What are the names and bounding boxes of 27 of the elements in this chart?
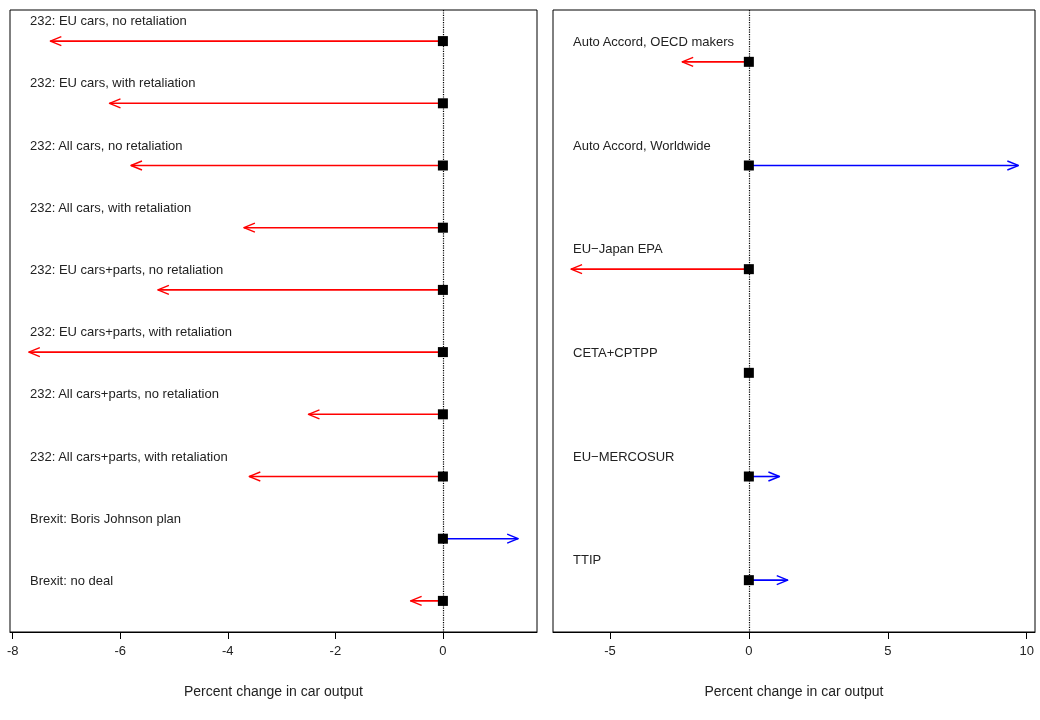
x-tick-label: -5 [604, 643, 616, 658]
y-tick-label: 232: All cars+parts, no retaliation [30, 386, 219, 402]
y-tick-label: 232: EU cars, with retaliation [30, 75, 196, 91]
y-tick-label: 232: EU cars, no retaliation [30, 13, 187, 29]
x-tick-label: -8 [6, 643, 19, 658]
x-axis-title: Percent change in car output [183, 683, 364, 699]
y-tick-label: Brexit: Boris Johnson plan [30, 510, 182, 526]
x-tick-label: 10 [1019, 643, 1034, 658]
y-tick-label: 232: EU cars+parts, no retaliation [30, 261, 224, 277]
y-tick-label: 232: All cars, with retaliation [30, 199, 192, 215]
x-tick-label: 5 [884, 643, 892, 658]
y-tick-label: 232: All cars, no retaliation [30, 137, 183, 153]
y-tick-label: CETA+CPTPP [573, 344, 658, 360]
x-tick-label: 0 [745, 643, 753, 658]
x-axis-title: Percent change in car output [704, 683, 884, 699]
y-tick-label: TTIP [573, 552, 602, 568]
x-tick-label: -4 [222, 643, 234, 658]
x-tick-label: -2 [329, 643, 342, 658]
y-tick-label: Brexit: no deal [30, 572, 114, 588]
y-tick-label: EU−MERCOSUR [573, 448, 675, 464]
y-tick-label: Auto Accord, OECD makers [573, 33, 735, 49]
x-tick-label: -6 [114, 643, 127, 658]
y-tick-label: Auto Accord, Worldwide [573, 137, 711, 153]
y-tick-label: EU−Japan EPA [573, 241, 664, 257]
y-tick-label: 232: All cars+parts, with retaliation [30, 448, 228, 464]
x-tick-label: 0 [439, 643, 447, 658]
y-tick-label: 232: EU cars+parts, with retaliation [30, 324, 232, 340]
